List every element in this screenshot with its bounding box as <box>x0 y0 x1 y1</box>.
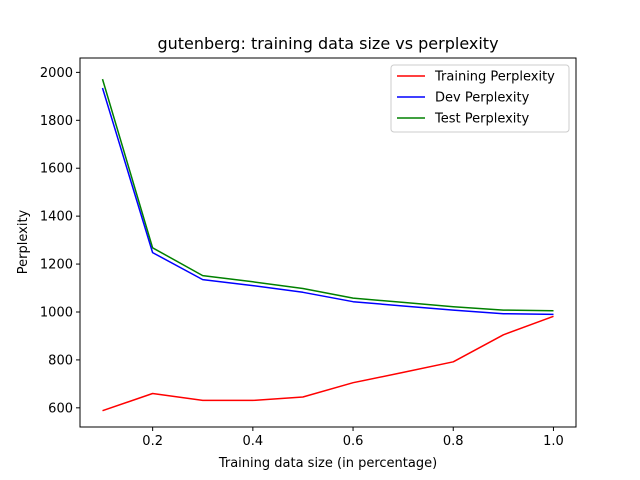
y-tick-label: 2000 <box>40 66 73 81</box>
y-tick-label: 800 <box>48 353 73 368</box>
y-tick-label: 1600 <box>40 162 73 177</box>
series-line-0 <box>102 315 554 412</box>
series-line-1 <box>101 87 554 316</box>
y-tick-label: 1800 <box>40 114 73 129</box>
legend-label-1: Dev Perplexity <box>435 91 530 106</box>
y-axis-label: Perplexity <box>16 209 31 274</box>
y-axis-ticks: 600 800 1000 1200 1400 1600 1800 2000 <box>40 66 80 416</box>
legend-box <box>390 64 570 133</box>
series-layer <box>101 78 554 412</box>
x-tick-label: 0.2 <box>142 434 163 449</box>
legend: Training Perplexity Dev Perplexity Test Pe… <box>390 64 570 133</box>
x-axis-ticks: 0.2 0.4 0.6 0.8 1.0 <box>142 427 564 449</box>
x-tick-label: 0.4 <box>243 434 264 449</box>
y-tick-label: 1000 <box>40 305 73 320</box>
y-tick-label: 1200 <box>40 258 73 273</box>
series-line-2 <box>101 78 554 312</box>
legend-label-2: Test Perplexity <box>434 112 529 127</box>
x-tick-label: 0.8 <box>443 434 464 449</box>
y-tick-label: 600 <box>48 401 73 416</box>
plot-frame <box>79 57 577 428</box>
x-tick-label: 1.0 <box>543 434 564 449</box>
y-tick-label: 1400 <box>40 210 73 225</box>
x-axis-label: Training data size (in percentage) <box>218 456 437 471</box>
x-tick-label: 0.6 <box>343 434 364 449</box>
legend-label-0: Training Perplexity <box>434 70 555 85</box>
chart-title: gutenberg: training data size vs perplex… <box>157 34 498 53</box>
